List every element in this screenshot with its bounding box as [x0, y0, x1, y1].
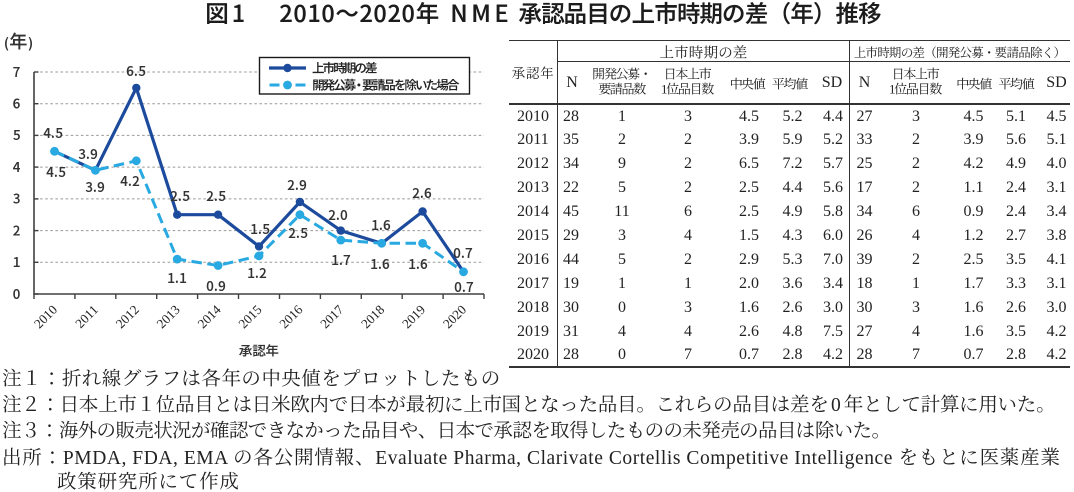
svg-text:2015: 2015 — [235, 302, 265, 332]
svg-text:1: 1 — [13, 251, 21, 271]
svg-text:承認年: 承認年 — [239, 340, 279, 360]
svg-text:0.7: 0.7 — [453, 242, 473, 262]
svg-text:2017: 2017 — [317, 302, 347, 332]
svg-text:2.5: 2.5 — [288, 222, 308, 242]
svg-text:3.9: 3.9 — [85, 176, 105, 196]
svg-text:1.6: 1.6 — [408, 253, 428, 273]
svg-text:2.5: 2.5 — [170, 185, 190, 205]
svg-text:0.9: 0.9 — [206, 275, 226, 295]
svg-text:(年): (年) — [4, 28, 33, 54]
svg-text:2018: 2018 — [358, 302, 388, 332]
svg-text:2: 2 — [13, 219, 21, 239]
svg-text:1.6: 1.6 — [370, 253, 390, 273]
svg-text:2012: 2012 — [113, 302, 142, 331]
svg-text:6: 6 — [13, 93, 21, 113]
svg-text:7: 7 — [13, 61, 21, 81]
svg-text:4.2: 4.2 — [120, 170, 140, 190]
svg-text:6.5: 6.5 — [126, 60, 146, 80]
svg-text:4.5: 4.5 — [46, 161, 66, 181]
svg-text:4: 4 — [13, 156, 21, 176]
svg-text:2014: 2014 — [194, 302, 224, 332]
svg-text:3: 3 — [13, 188, 21, 208]
svg-text:1.2: 1.2 — [247, 262, 267, 282]
svg-text:0: 0 — [13, 283, 21, 303]
svg-text:2010: 2010 — [31, 302, 61, 332]
svg-text:2016: 2016 — [276, 302, 306, 332]
svg-text:上市時期の差: 上市時期の差 — [312, 58, 377, 77]
svg-text:1.6: 1.6 — [371, 214, 391, 234]
svg-text:2.9: 2.9 — [287, 174, 307, 194]
svg-text:開発公募・要請品を除いた場合: 開発公募・要請品を除いた場合 — [312, 75, 460, 94]
svg-text:2011: 2011 — [72, 302, 101, 331]
svg-text:1.1: 1.1 — [167, 267, 187, 287]
svg-text:1.5: 1.5 — [250, 218, 270, 238]
svg-text:4.5: 4.5 — [43, 122, 63, 142]
svg-text:2.6: 2.6 — [412, 182, 432, 202]
svg-text:2019: 2019 — [399, 302, 429, 332]
svg-text:5: 5 — [13, 124, 21, 144]
svg-text:2013: 2013 — [154, 302, 184, 332]
svg-text:2020: 2020 — [440, 302, 470, 332]
svg-text:0.7: 0.7 — [454, 276, 474, 296]
svg-text:1.7: 1.7 — [331, 249, 351, 269]
svg-text:2.0: 2.0 — [328, 204, 348, 224]
svg-text:2.5: 2.5 — [206, 185, 226, 205]
svg-text:3.9: 3.9 — [78, 143, 98, 163]
